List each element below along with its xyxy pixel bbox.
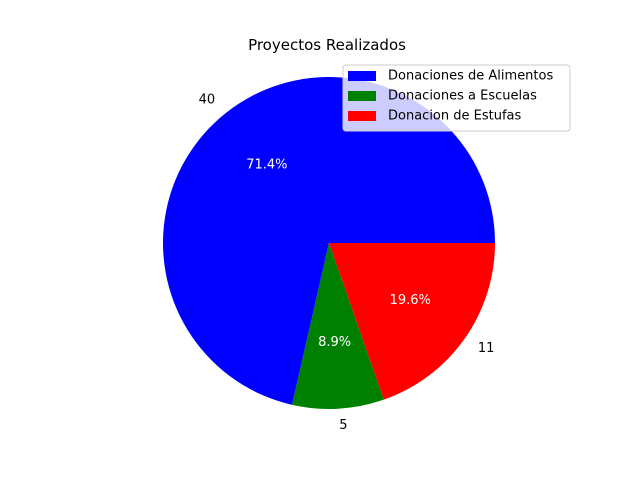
legend-label-3: Donacion de Estufas: [388, 109, 522, 124]
pie-percent-labels: 71.4% 8.9% 19.6%: [246, 158, 431, 350]
pie-value-labels: 40 5 11: [199, 93, 495, 433]
chart-title: Proyectos Realizados: [248, 36, 406, 54]
pie-slice-2: [292, 243, 384, 409]
legend-label-1: Donaciones de Alimentos: [388, 69, 553, 84]
pie-value-label-1: 40: [199, 93, 216, 108]
pie-percent-label-3: 19.6%: [390, 293, 431, 308]
legend-frame: [342, 64, 571, 132]
legend: Donaciones de Alimentos Donaciones a Escu…: [342, 64, 571, 132]
pie-percent-label-1: 71.4%: [246, 158, 287, 173]
pie-percent-label-2: 8.9%: [318, 335, 351, 350]
legend-label-2: Donaciones a Escuelas: [388, 89, 537, 104]
pie-slice-1: [163, 77, 495, 405]
legend-swatch-1: [348, 71, 376, 81]
legend-swatch-3: [348, 111, 376, 121]
pie-value-label-3: 11: [478, 341, 495, 356]
pie-value-label-2: 5: [339, 418, 347, 433]
legend-items: Donaciones de Alimentos Donaciones a Escu…: [348, 69, 553, 124]
pie-slice-3: [329, 243, 495, 400]
pie-slices: [163, 77, 495, 409]
legend-swatch-2: [348, 91, 376, 101]
